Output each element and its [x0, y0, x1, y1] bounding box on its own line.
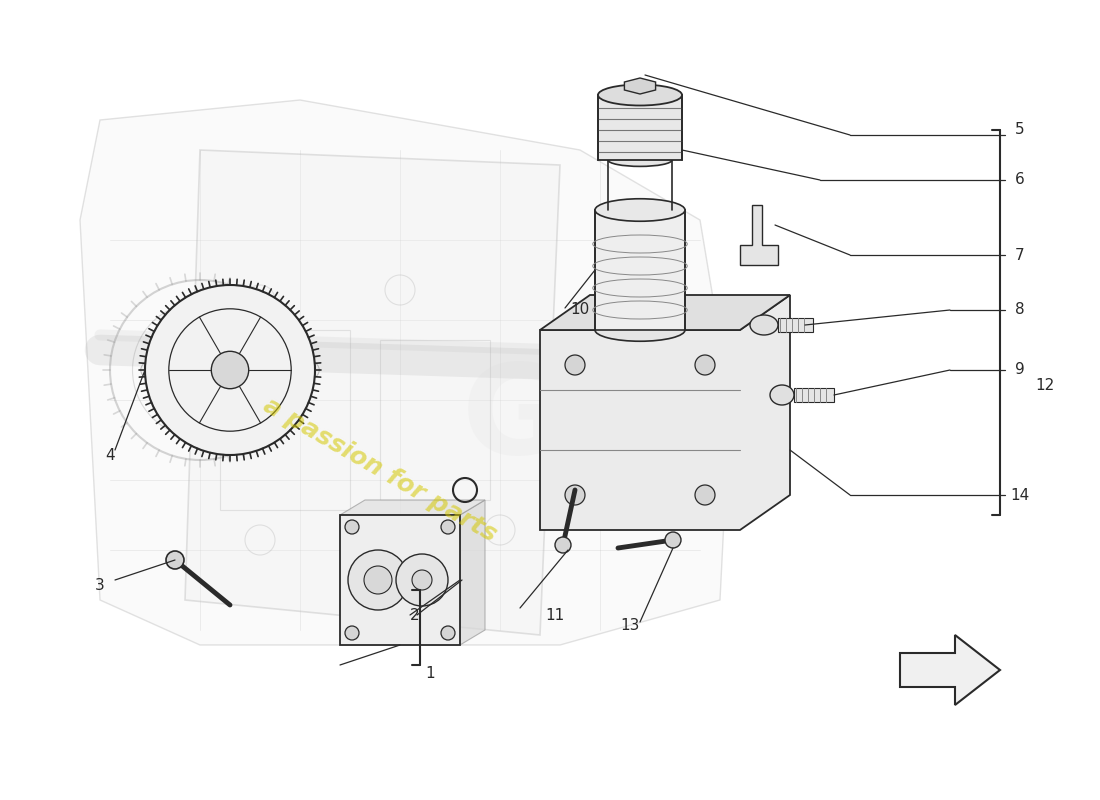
Circle shape — [565, 355, 585, 375]
Polygon shape — [900, 635, 1000, 705]
Ellipse shape — [608, 154, 672, 166]
Text: 13: 13 — [620, 618, 640, 633]
Text: 3: 3 — [95, 578, 104, 593]
Circle shape — [166, 551, 184, 569]
Bar — [598, 95, 682, 160]
Text: 1: 1 — [426, 666, 434, 682]
Circle shape — [565, 485, 585, 505]
Circle shape — [345, 520, 359, 534]
Bar — [778, 318, 813, 332]
Circle shape — [556, 537, 571, 553]
Circle shape — [345, 626, 359, 640]
Text: 8: 8 — [1015, 302, 1025, 318]
Text: 6: 6 — [1015, 173, 1025, 187]
Bar — [794, 388, 834, 402]
Circle shape — [666, 532, 681, 548]
Ellipse shape — [750, 315, 778, 335]
Text: 2: 2 — [410, 607, 420, 622]
Text: 9: 9 — [1015, 362, 1025, 378]
Text: 10: 10 — [571, 302, 590, 318]
Circle shape — [348, 550, 408, 610]
Polygon shape — [740, 205, 778, 265]
Bar — [340, 515, 460, 645]
Ellipse shape — [595, 318, 685, 342]
Bar — [220, 330, 350, 510]
Circle shape — [441, 626, 455, 640]
Polygon shape — [540, 295, 790, 530]
Ellipse shape — [141, 345, 319, 395]
Circle shape — [412, 570, 432, 590]
Circle shape — [441, 520, 455, 534]
Circle shape — [695, 355, 715, 375]
Polygon shape — [540, 295, 790, 330]
Polygon shape — [340, 500, 485, 515]
Text: 12: 12 — [1035, 378, 1055, 393]
Text: 11: 11 — [546, 607, 564, 622]
Circle shape — [695, 485, 715, 505]
Text: 4: 4 — [106, 447, 114, 462]
Polygon shape — [460, 500, 485, 645]
Polygon shape — [80, 100, 730, 645]
Text: a passion for parts: a passion for parts — [258, 394, 500, 546]
Circle shape — [211, 351, 249, 389]
Circle shape — [364, 566, 392, 594]
Circle shape — [145, 285, 315, 455]
Circle shape — [180, 350, 220, 390]
Text: 14: 14 — [1011, 487, 1030, 502]
Ellipse shape — [598, 85, 682, 106]
Circle shape — [396, 554, 448, 606]
Ellipse shape — [595, 198, 685, 222]
Bar — [379, 340, 490, 500]
Ellipse shape — [770, 385, 794, 405]
Polygon shape — [625, 78, 656, 94]
Text: GTS: GTS — [462, 359, 738, 481]
Text: 5: 5 — [1015, 122, 1025, 138]
Bar — [595, 210, 685, 330]
Text: 7: 7 — [1015, 247, 1025, 262]
Polygon shape — [185, 150, 560, 635]
